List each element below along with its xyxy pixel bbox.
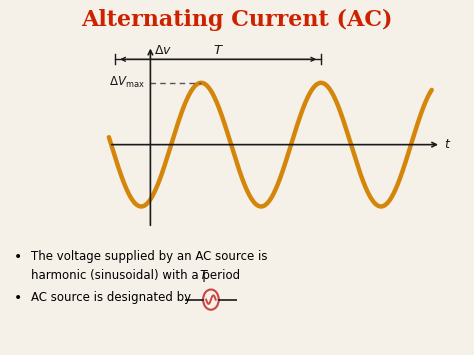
Text: $\Delta v$: $\Delta v$ [154, 44, 172, 58]
Text: •: • [14, 291, 22, 305]
Text: $t$: $t$ [444, 138, 451, 151]
Text: T.: T. [199, 269, 209, 282]
Text: •: • [14, 250, 22, 264]
Text: $T$: $T$ [213, 44, 224, 58]
Text: harmonic (sinusoidal) with a period: harmonic (sinusoidal) with a period [31, 269, 244, 282]
Text: $\Delta V_{\mathrm{max}}$: $\Delta V_{\mathrm{max}}$ [109, 75, 145, 90]
Text: The voltage supplied by an AC source is: The voltage supplied by an AC source is [31, 250, 267, 263]
Text: AC source is designated by: AC source is designated by [31, 291, 191, 304]
Text: Alternating Current (AC): Alternating Current (AC) [81, 9, 393, 31]
